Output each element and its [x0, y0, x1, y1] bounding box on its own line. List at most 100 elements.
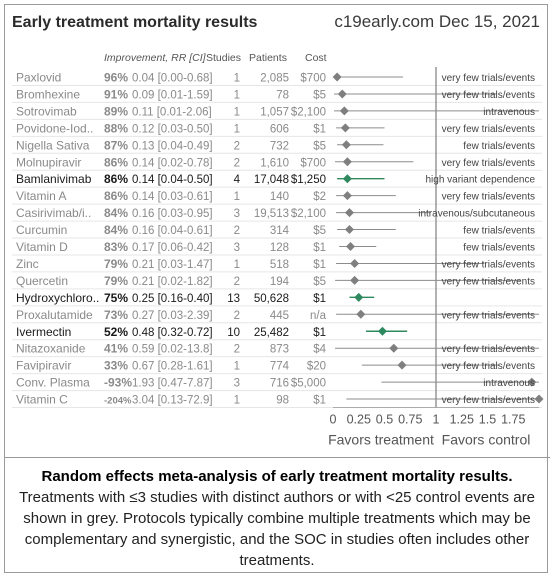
row-cost: $1	[313, 293, 326, 305]
row-name: Conv. Plasma	[16, 376, 90, 390]
x-tick-label: 0.75	[398, 413, 422, 427]
point-estimate	[339, 106, 349, 116]
point-estimate	[346, 242, 356, 251]
row-rr-ci: 0.21 [0.02-1.82]	[132, 276, 213, 288]
row-studies: 1	[234, 259, 240, 271]
row-studies: 1	[234, 361, 240, 373]
row-improvement: 89%	[104, 104, 128, 118]
row-note: intravenous/subcutaneous	[418, 209, 535, 220]
row-rr-ci: 3.04 [0.13-72.9]	[132, 395, 213, 407]
row-cost: $2,100	[291, 208, 326, 220]
row-improvement: 86%	[104, 189, 128, 203]
row-patients: 17,048	[254, 174, 289, 186]
row-rr-ci: 0.17 [0.06-0.42]	[132, 242, 213, 254]
header-patients: Patients	[249, 52, 287, 64]
row-studies: 1	[234, 89, 240, 101]
row-note: high variant dependence	[425, 175, 535, 186]
point-estimate	[350, 258, 360, 268]
row-note: very few trials/events	[442, 395, 535, 406]
row-studies: 13	[227, 293, 240, 305]
row-rr-ci: 1.93 [0.47-7.87]	[132, 378, 213, 390]
point-estimate	[332, 72, 342, 82]
row-name: Vitamin A	[16, 189, 66, 203]
row-studies: 1	[234, 123, 240, 135]
x-tick-label: 0.25	[347, 413, 371, 427]
row-name: Curcumin	[16, 223, 67, 237]
row-cost: $2	[313, 191, 326, 203]
row-improvement: 87%	[104, 138, 128, 152]
chart-source: c19early.com Dec 15, 2021	[334, 12, 540, 31]
caption: Random effects meta-analysis of early tr…	[14, 466, 540, 571]
row-studies: 10	[227, 327, 240, 339]
point-estimate	[397, 360, 407, 370]
row-improvement: 73%	[104, 308, 128, 322]
row-cost: $700	[300, 157, 326, 169]
row-studies: 3	[234, 378, 240, 390]
row-patients: 78	[276, 89, 289, 101]
point-estimate	[344, 225, 354, 235]
row-note: very few trials/events	[442, 73, 535, 84]
row-note: very few trials/events	[442, 124, 535, 135]
row-studies: 1	[234, 191, 240, 203]
point-estimate	[342, 174, 352, 184]
row-patients: 1,057	[260, 106, 289, 118]
row-cost: $1	[313, 242, 326, 254]
row-patients: 1,610	[260, 157, 289, 169]
row-cost: $700	[300, 73, 326, 85]
row-note: very few trials/events	[442, 259, 535, 270]
row-note: very few trials/events	[442, 361, 535, 372]
row-rr-ci: 0.14 [0.03-0.61]	[132, 191, 213, 203]
row-name: Sotrovimab	[16, 104, 77, 118]
row-studies: 3	[234, 242, 240, 254]
row-rr-ci: 0.27 [0.03-2.39]	[132, 310, 213, 322]
point-estimate	[344, 208, 354, 218]
row-rr-ci: 0.12 [0.03-0.50]	[132, 123, 213, 135]
row-patients: 732	[270, 140, 289, 152]
header-studies: Studies	[206, 52, 242, 64]
row-patients: 194	[270, 276, 290, 288]
row-cost: $5	[313, 89, 326, 101]
row-patients: 606	[270, 123, 289, 135]
row-rr-ci: 0.14 [0.04-0.50]	[132, 174, 213, 186]
row-cost: $5	[313, 276, 326, 288]
x-tick-label: 0.5	[376, 413, 393, 427]
row-patients: 50,628	[254, 293, 289, 305]
row-cost: $5	[313, 140, 326, 152]
row-note: very few trials/events	[442, 192, 535, 203]
x-tick-label: 1.25	[450, 413, 474, 427]
row-name: Proxalutamide	[16, 308, 93, 322]
row-studies: 2	[234, 310, 240, 322]
row-name: Favipiravir	[16, 359, 71, 373]
row-patients: 128	[270, 242, 289, 254]
row-patients: 518	[270, 259, 289, 271]
x-label-favors-treatment: Favors treatment	[328, 432, 434, 448]
row-studies: 1	[234, 106, 240, 118]
point-estimate	[389, 343, 399, 353]
point-estimate	[350, 275, 360, 285]
row-improvement: 96%	[104, 71, 128, 85]
row-improvement: 86%	[104, 172, 128, 186]
row-patients: 19,513	[254, 208, 289, 220]
row-cost: $1	[313, 327, 326, 339]
row-patients: 25,482	[254, 327, 289, 339]
point-estimate	[337, 89, 347, 99]
row-name: Vitamin D	[16, 240, 68, 254]
row-improvement: 41%	[104, 342, 128, 356]
row-cost: $2,100	[291, 106, 326, 118]
row-name: Bamlanivimab	[16, 172, 92, 186]
row-cost: $20	[307, 361, 326, 373]
row-studies: 1	[234, 73, 240, 85]
row-studies: 1	[234, 395, 240, 407]
row-name: Zinc	[16, 257, 39, 271]
point-estimate	[356, 309, 366, 319]
row-patients: 716	[270, 378, 289, 390]
row-name: Hydroxychloro..	[16, 291, 99, 305]
row-cost: $1	[313, 395, 326, 407]
row-name: Povidone-Iod..	[16, 121, 93, 135]
row-note: intravenous	[483, 107, 535, 118]
row-rr-ci: 0.04 [0.00-0.68]	[132, 73, 213, 85]
row-patients: 98	[276, 395, 289, 407]
row-rr-ci: 0.16 [0.03-0.95]	[132, 208, 213, 220]
row-name: Bromhexine	[16, 87, 80, 101]
point-estimate	[342, 191, 352, 201]
